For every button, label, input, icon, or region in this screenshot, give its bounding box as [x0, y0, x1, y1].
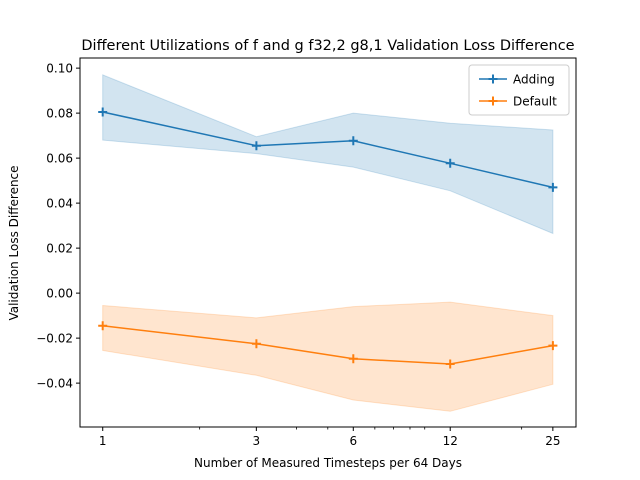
point-default-0 — [98, 321, 108, 331]
band-adding — [102, 74, 554, 235]
chart-title: Different Utilizations of f and g f32,2 … — [81, 38, 574, 54]
legend-marker-default — [488, 96, 498, 106]
y-tick-label: 0.08 — [46, 106, 73, 120]
point-default-1 — [251, 339, 261, 349]
y-tick-label: 0.10 — [46, 61, 73, 75]
y-axis-ticks: −0.04 −0.02 0.00 0.02 0.04 0.06 0.08 0.10 — [36, 61, 80, 390]
x-tick-label: 6 — [349, 434, 357, 448]
point-default-4 — [548, 341, 558, 351]
point-adding-1 — [251, 141, 261, 151]
x-axis-ticks: 1 3 6 12 25 — [99, 427, 560, 448]
point-adding-2 — [348, 136, 358, 146]
point-default-2 — [348, 354, 358, 364]
x-tick-label: 3 — [253, 434, 261, 448]
y-tick-label: 0.02 — [46, 241, 73, 255]
y-tick-label: 0.00 — [46, 286, 73, 300]
legend: Adding Default — [468, 64, 570, 116]
y-tick-label: 0.06 — [46, 151, 73, 165]
point-adding-0 — [98, 107, 108, 117]
point-default-3 — [445, 359, 455, 369]
legend-label-adding: Adding — [513, 72, 555, 86]
legend-label-default: Default — [513, 94, 557, 108]
series-markers — [98, 107, 558, 369]
x-tick-label: 12 — [443, 434, 458, 448]
legend-marker-adding — [488, 74, 498, 84]
x-axis-label: Number of Measured Timesteps per 64 Days — [194, 456, 462, 470]
y-tick-label: −0.04 — [36, 376, 73, 390]
y-tick-label: −0.02 — [36, 331, 73, 345]
x-tick-label: 25 — [545, 434, 560, 448]
point-adding-4 — [548, 182, 558, 192]
band-default — [102, 301, 554, 412]
y-axis-label: Validation Loss Difference — [7, 165, 21, 320]
point-adding-3 — [445, 158, 455, 168]
y-tick-label: 0.04 — [46, 196, 73, 210]
x-tick-label: 1 — [99, 434, 107, 448]
confidence-bands — [102, 74, 554, 412]
